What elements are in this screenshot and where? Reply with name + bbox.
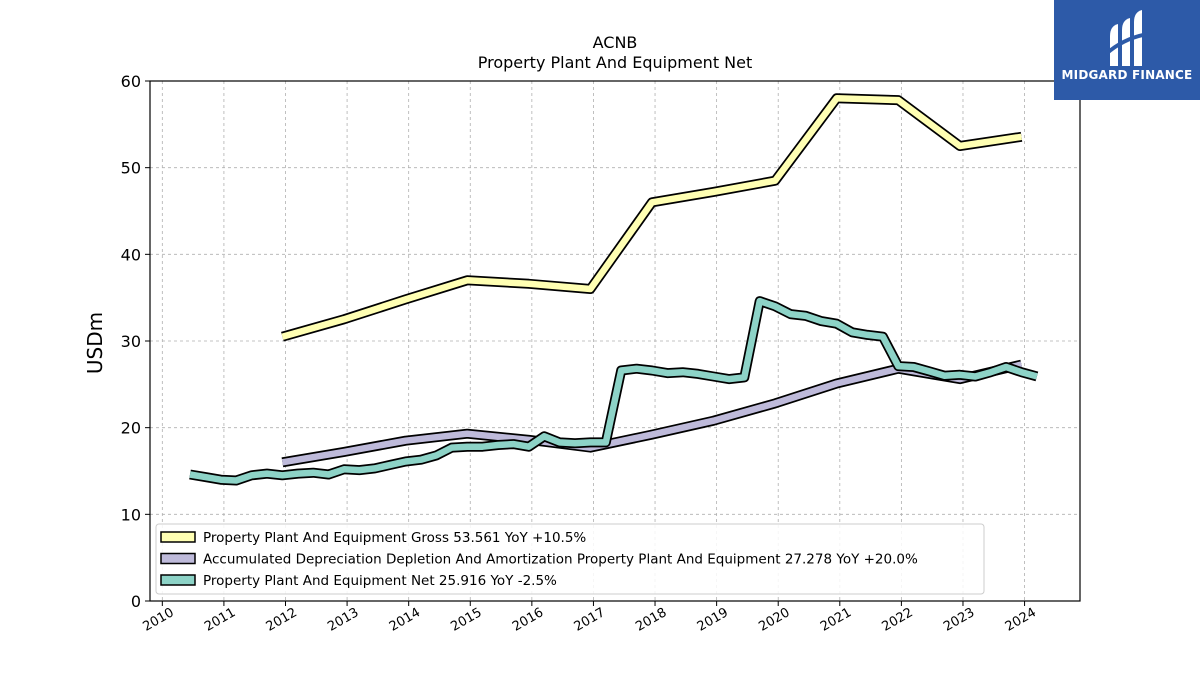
y-tick-label: 0	[131, 592, 141, 611]
y-tick-label: 10	[121, 505, 141, 524]
x-tick-label: 2010	[140, 605, 176, 635]
x-tick-label: 2012	[264, 605, 300, 635]
y-tick-label: 60	[121, 72, 141, 91]
series-lines	[189, 93, 1039, 486]
y-tick-label: 50	[121, 159, 141, 178]
x-tick-label: 2013	[325, 605, 361, 635]
x-tick-label: 2024	[1003, 605, 1039, 635]
series-line-outline	[281, 359, 1023, 468]
chart-subtitle: Property Plant And Equipment Net	[478, 53, 753, 72]
y-tick-label: 40	[121, 245, 141, 264]
x-tick-label: 2022	[880, 605, 916, 635]
y-tick-label: 20	[121, 419, 141, 438]
x-tick-label: 2023	[941, 605, 977, 635]
chart-title: ACNB	[593, 33, 638, 52]
x-tick-label: 2020	[756, 605, 792, 635]
x-tick-label: 2011	[202, 605, 238, 635]
legend-box	[155, 523, 985, 595]
series-2	[189, 296, 1039, 486]
x-tick-label: 2014	[387, 605, 423, 635]
series-line	[281, 95, 1022, 340]
x-tick-label: 2018	[633, 605, 669, 635]
x-tick-label: 2017	[572, 605, 608, 635]
brand-logo: MIDGARD FINANCE	[1054, 0, 1200, 100]
x-tick-label: 2015	[448, 605, 484, 635]
brand-logo-text: MIDGARD FINANCE	[1061, 68, 1193, 82]
legend-label: Accumulated Depreciation Depletion And A…	[203, 552, 918, 568]
series-line	[189, 297, 1038, 484]
legend-swatch	[160, 574, 196, 586]
x-tick-label: 2021	[818, 605, 854, 635]
y-tick-label: 30	[121, 332, 141, 351]
grid-lines	[150, 80, 1080, 602]
legend: Property Plant And Equipment Gross 53.56…	[155, 523, 985, 595]
legend-swatch	[160, 531, 196, 543]
y-axis-label: USDm	[83, 312, 107, 374]
x-tick-label: 2016	[510, 605, 546, 635]
series-1	[281, 359, 1023, 468]
legend-label: Property Plant And Equipment Net 25.916 …	[203, 573, 557, 589]
midgard-logo-icon	[1104, 10, 1149, 66]
series-0	[281, 93, 1023, 342]
x-tick-label: 2019	[695, 605, 731, 635]
legend-label: Property Plant And Equipment Gross 53.56…	[203, 530, 586, 546]
legend-swatch	[160, 552, 196, 565]
